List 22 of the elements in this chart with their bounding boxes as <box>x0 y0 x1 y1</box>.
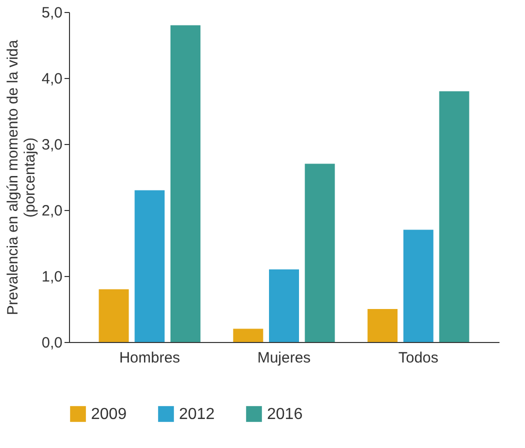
bar <box>439 91 470 342</box>
y-tick-label: 1,0 <box>42 268 62 286</box>
legend-label: 2016 <box>267 406 303 423</box>
bar <box>170 25 200 342</box>
bar <box>368 309 398 342</box>
y-tick-label: 4,0 <box>42 70 62 88</box>
bar <box>134 190 165 342</box>
x-tick-label: Todos <box>398 350 438 366</box>
bar <box>304 164 335 342</box>
y-axis-title: Prevalencia en algún momento de la vida (porcentaje) <box>4 39 39 316</box>
y-tick-label: 0,0 <box>42 334 62 352</box>
y-tick-label: 5,0 <box>42 4 62 22</box>
y-tick-label: 2,0 <box>42 202 62 220</box>
legend-label: 2009 <box>91 406 127 423</box>
bar <box>233 328 264 342</box>
x-tick-label: Mujeres <box>257 350 311 366</box>
bar <box>269 269 299 342</box>
x-tick-label: Hombres <box>119 350 180 366</box>
legend-label: 2012 <box>179 406 215 423</box>
y-tick-label: 3,0 <box>42 136 62 154</box>
bar <box>98 289 129 342</box>
bar <box>403 230 434 342</box>
